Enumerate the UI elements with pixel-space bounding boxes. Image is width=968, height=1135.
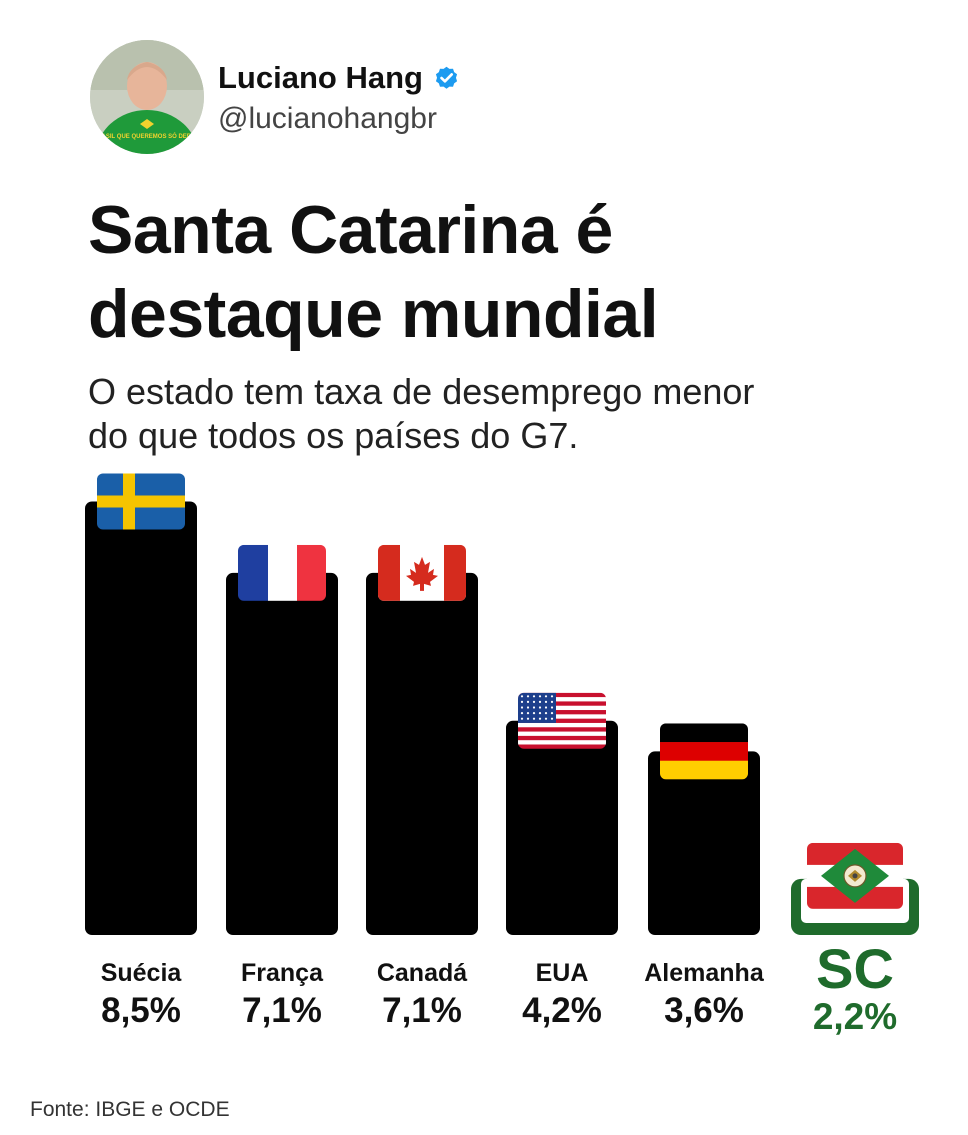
bar-group-0: Suécia 8,5% [85,473,197,1030]
germany-flag-icon [660,723,748,780]
headline: Santa Catarina é destaque mundial [88,188,908,356]
svg-text:O BRASIL QUE QUEREMOS SÓ DEPEN: O BRASIL QUE QUEREMOS SÓ DEPENDE [90,132,204,140]
sweden-flag-icon [97,473,185,530]
unemployment-bar-chart: Suécia 8,5% França 7,1% Canadá 7,1% EUA 4,2% Ale… [85,473,919,1037]
canada-flag-icon [378,544,466,601]
value-label: 4,2% [522,991,602,1030]
usa-flag-icon [518,692,606,749]
value-label: 2,2% [813,996,897,1037]
value-label: 7,1% [382,991,462,1030]
subtitle-line-2: do que todos os países do G7. [88,415,579,456]
bar-group-4: Alemanha 3,6% [644,723,765,1030]
bar-1 [226,572,338,935]
verified-badge-icon [435,66,458,89]
author-row: Luciano Hang [218,60,460,96]
subtitle: O estado tem taxa de desemprego menor do… [88,370,918,458]
headline-line-1: Santa Catarina é [88,192,613,268]
category-label: Canadá [377,959,467,987]
bar-group-5: SC2,2% [791,842,919,1037]
category-label: Alemanha [644,959,765,987]
source-note: Fonte: IBGE e OCDE [30,1098,230,1121]
post-header: O BRASIL QUE QUEREMOS SÓ DEPENDE Luciano… [90,40,790,158]
bar-group-3: EUA 4,2% [506,692,618,1030]
value-label: 8,5% [101,991,181,1030]
value-label: 7,1% [242,991,322,1030]
headline-line-2: destaque mundial [88,276,659,352]
bar-group-1: França 7,1% [226,544,338,1030]
value-label: 3,6% [664,991,744,1030]
avatar[interactable]: O BRASIL QUE QUEREMOS SÓ DEPENDE [90,40,204,154]
category-label: EUA [536,959,589,987]
santa-catarina-flag-icon [807,842,903,909]
category-label: França [241,959,324,987]
author-name[interactable]: Luciano Hang [218,60,423,95]
category-label: SC [816,937,894,1000]
bar-2 [366,572,478,935]
bar-group-2: Canadá 7,1% [366,544,478,1030]
bar-3 [506,720,618,935]
author-handle[interactable]: @lucianohangbr [218,102,437,135]
bar-0 [85,501,197,935]
bar-4 [648,751,760,935]
category-label: Suécia [101,959,183,987]
france-flag-icon [238,544,326,601]
subtitle-line-1: O estado tem taxa de desemprego menor [88,371,755,412]
